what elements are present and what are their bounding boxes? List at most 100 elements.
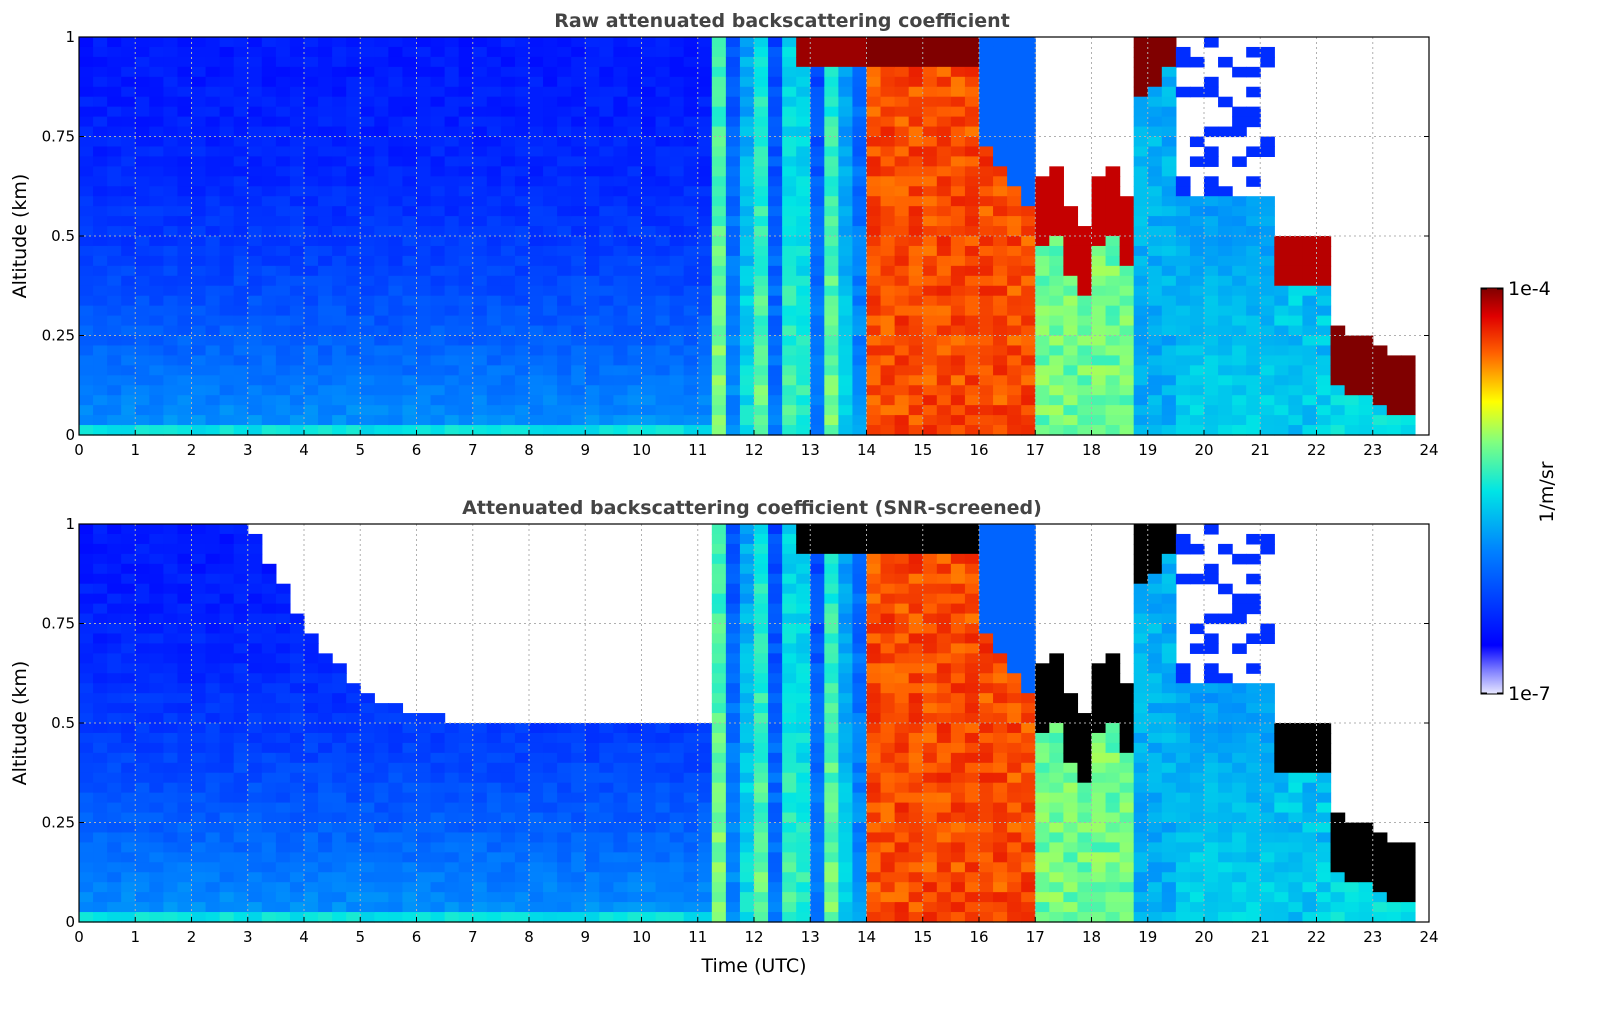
heatmap-cell [922, 335, 938, 347]
heatmap-cell [796, 782, 811, 794]
heatmap-cell [1091, 216, 1107, 227]
heatmap-cell [683, 335, 699, 347]
heatmap-cell [514, 37, 530, 48]
heatmap-cell [1035, 395, 1050, 406]
heatmap-cell [1260, 245, 1275, 257]
heatmap-cell [93, 216, 108, 227]
heatmap-cell [374, 365, 389, 376]
heatmap-cell [247, 553, 263, 565]
heatmap-cell [922, 415, 938, 426]
heatmap-cell [149, 166, 164, 177]
heatmap-cell [514, 265, 530, 277]
heatmap-cell [725, 842, 741, 853]
heatmap-cell [318, 265, 333, 277]
heatmap-cell [233, 415, 249, 426]
heatmap-cell [529, 772, 544, 784]
heatmap-cell [754, 782, 769, 794]
heatmap-cell [669, 832, 685, 843]
heatmap-cell [261, 892, 277, 903]
heatmap-cell [641, 822, 657, 834]
heatmap-cell [289, 842, 305, 853]
heatmap-cell [486, 176, 502, 187]
heatmap-cell [79, 812, 94, 824]
heatmap-cell [683, 772, 699, 784]
heatmap-cell [416, 106, 432, 118]
heatmap-cell [1077, 335, 1093, 347]
heatmap-cell [219, 524, 235, 535]
heatmap-cell [514, 405, 530, 416]
heatmap-cell [979, 156, 994, 167]
heatmap-cell [725, 872, 741, 883]
heatmap-cell [458, 335, 474, 347]
heatmap-cell [219, 405, 235, 416]
heatmap-cell [1274, 405, 1289, 416]
heatmap-cell [121, 822, 136, 834]
heatmap-cell [332, 822, 347, 834]
heatmap-cell [79, 862, 94, 873]
heatmap-cell [149, 295, 164, 307]
heatmap-cell [922, 255, 938, 267]
heatmap-cell [683, 802, 699, 814]
heatmap-cell [1316, 236, 1332, 247]
heatmap-cell [346, 723, 361, 734]
heatmap-cell [191, 305, 207, 317]
heatmap-cell [191, 156, 207, 167]
heatmap-cell [824, 395, 839, 406]
heatmap-cell [1175, 46, 1191, 58]
heatmap-cell [500, 46, 516, 58]
heatmap-cell [472, 852, 488, 863]
heatmap-cell [557, 792, 572, 804]
heatmap-cell [866, 345, 882, 356]
heatmap-cell [163, 186, 179, 197]
heatmap-cell [374, 812, 389, 824]
heatmap-cell [880, 245, 896, 257]
heatmap-cell [402, 732, 418, 744]
heatmap-cell [1246, 176, 1261, 187]
heatmap-cell [599, 723, 614, 734]
heatmap-cell [1218, 365, 1233, 376]
heatmap-cell [993, 265, 1008, 277]
heatmap-cell [697, 385, 713, 396]
heatmap-cell [711, 912, 727, 923]
heatmap-cell [500, 86, 516, 98]
heatmap-cell [599, 226, 614, 237]
heatmap-cell [557, 395, 572, 406]
heatmap-cell [135, 375, 150, 386]
heatmap-cell [163, 673, 179, 684]
heatmap-cell [725, 255, 741, 267]
heatmap-cell [585, 37, 600, 48]
heatmap-cell [289, 315, 305, 327]
heatmap-cell [177, 156, 193, 167]
heatmap-cell [796, 752, 811, 764]
heatmap-cell [289, 822, 305, 834]
heatmap-cell [500, 136, 516, 148]
heatmap-cell [1105, 236, 1121, 247]
heatmap-cell [135, 752, 150, 764]
heatmap-cell [458, 882, 474, 893]
heatmap-cell [599, 772, 614, 784]
heatmap-cell [121, 46, 136, 58]
heatmap-cell [599, 822, 614, 834]
heatmap-cell [275, 186, 291, 197]
heatmap-cell [500, 236, 516, 247]
heatmap-cell [571, 136, 586, 148]
heatmap-cell [191, 46, 207, 58]
heatmap-cell [318, 892, 333, 903]
x-tick-label: 18 [1082, 441, 1101, 459]
heatmap-cell [599, 315, 614, 327]
heatmap-cell [810, 673, 825, 684]
heatmap-cell [922, 176, 938, 187]
heatmap-cell [1147, 226, 1163, 237]
heatmap-cell [993, 176, 1008, 187]
heatmap-cell [880, 166, 896, 177]
heatmap-cell [388, 96, 404, 108]
heatmap-cell [318, 146, 333, 157]
heatmap-cell [711, 603, 727, 615]
heatmap-cell [318, 96, 333, 108]
heatmap-cell [233, 524, 249, 535]
heatmap-cell [191, 395, 207, 406]
heatmap-cell [725, 285, 741, 297]
heatmap-cell [1246, 46, 1261, 58]
heatmap-cell [1400, 385, 1416, 396]
heatmap-cell [163, 325, 179, 337]
